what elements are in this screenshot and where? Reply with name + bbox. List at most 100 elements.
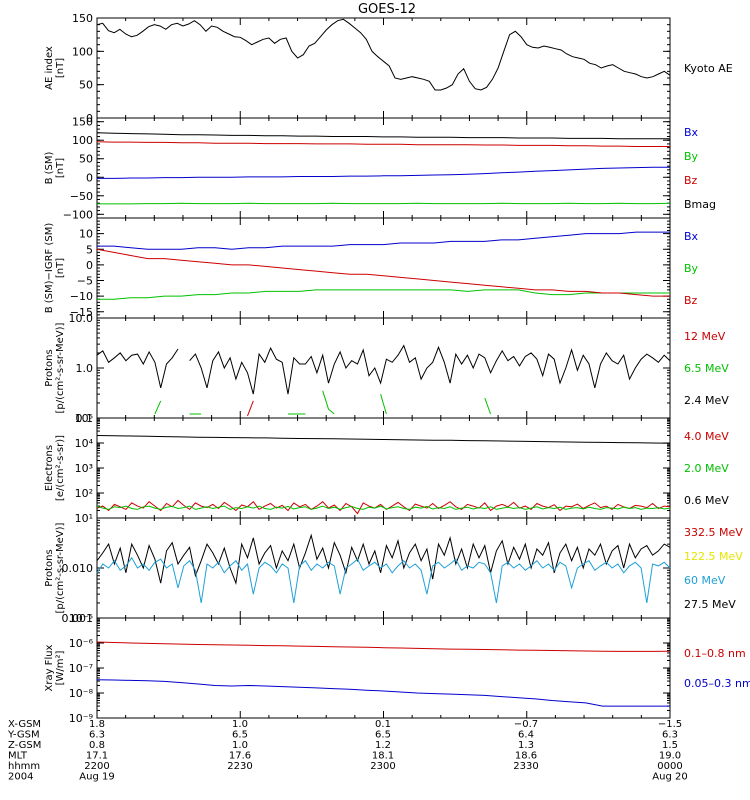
y-tick-label: −50 xyxy=(70,190,93,203)
y-tick-label: 0.010 xyxy=(62,562,94,575)
series-line-12-MeV xyxy=(247,400,254,417)
y-tick-label: 0 xyxy=(86,171,93,184)
series-line-0-6-MeV xyxy=(96,435,671,444)
y-tick-label: −15 xyxy=(70,306,93,319)
legend-entry: 2.4 MeV xyxy=(684,394,729,407)
y-tick-label: 10⁻⁹ xyxy=(69,712,93,725)
legend-entry: Bz xyxy=(684,174,698,187)
y-tick-label: 50 xyxy=(79,79,93,92)
legend-entry: 332.5 MeV xyxy=(684,526,743,539)
y-tick-label: 150 xyxy=(72,12,93,25)
panel-frame xyxy=(96,17,671,119)
y-axis-label: [p/(cm²-s-sr-MeV)] xyxy=(55,322,66,413)
series-line-6-5-MeV xyxy=(154,390,492,415)
legend-entry: Bx xyxy=(684,230,699,243)
series-line-Bz xyxy=(96,248,670,297)
series-line-Bmag xyxy=(96,132,670,140)
panel-frame xyxy=(96,417,671,519)
x-row-value: 6.3 xyxy=(89,730,105,741)
series-line-27-5-MeV xyxy=(96,533,671,586)
x-row-label: X-GSM xyxy=(8,719,41,730)
series-line-0-05-0-3-nm xyxy=(96,679,670,707)
x-axis-annotation: X-GSM 1.8 1.0 0.1 −0.7 −1.5 Y-GSM 6.3 6.5 6.5 6.4 6… xyxy=(7,719,688,783)
x-row-value: 1.0 xyxy=(232,719,248,730)
x-row-value: 2230 xyxy=(227,761,252,772)
y-tick-label: 10¹ xyxy=(75,512,93,525)
x-row-value: 0000 xyxy=(657,761,682,772)
series-line-By xyxy=(97,289,670,300)
legend-entry: 0.1–0.8 nm xyxy=(684,647,746,660)
panel-b_diff: −15 −10 −5 0 5 10 B (SM)−IGRF (SM) [nT] Bx By Bz xyxy=(44,217,699,319)
legend-entry: 0.6 MeV xyxy=(684,494,729,507)
x-row-value: 1.5 xyxy=(662,740,678,751)
series-line-Bz xyxy=(96,141,670,147)
x-row-value: 6.4 xyxy=(518,730,534,741)
x-row-label: 2004 xyxy=(8,772,33,783)
y-axis-label: [nT] xyxy=(55,258,66,278)
x-row-value: 1.8 xyxy=(89,719,105,730)
y-tick-label: 10³ xyxy=(75,462,93,475)
x-row-value: 19.0 xyxy=(659,751,681,762)
y-tick-label: 1.0 xyxy=(76,362,94,375)
series-line-2-0-MeV xyxy=(96,505,671,510)
series-line-4-0-MeV xyxy=(96,499,671,515)
legend-entry: Kyoto AE xyxy=(684,62,733,75)
x-row-value: 2330 xyxy=(513,761,538,772)
series-line-0-1-0-8-nm xyxy=(96,641,671,652)
y-tick-label: 10 xyxy=(79,228,93,241)
y-axis-label: B (SM) xyxy=(44,151,55,184)
y-tick-label: 150 xyxy=(72,116,93,129)
legend-entry: 0.05–0.3 nm xyxy=(684,677,750,690)
panel-protons_high: 0.001 0.010 Protons [p/(cm²-s-sr-MeV)] 332.5… xyxy=(44,517,743,625)
y-tick-label: 0.1 xyxy=(76,412,94,425)
series-line-Bx xyxy=(97,231,670,250)
panel-b_sm: −100 −50 0 50 100 150 B (SM) [nT] Bx By Bz Bmag xyxy=(44,116,716,222)
y-tick-label: 0 xyxy=(86,112,93,125)
x-row-value: 18.1 xyxy=(372,751,394,762)
series-line-Kyoto-AE xyxy=(96,18,671,91)
panel-ae: 0 50 100 150 AE index [nT] Kyoto AE xyxy=(44,12,733,125)
x-row-label: hhmm xyxy=(8,761,40,772)
y-tick-label: 50 xyxy=(79,153,93,166)
y-axis-label: [W/m²] xyxy=(55,650,66,685)
y-axis-label: [nT] xyxy=(55,58,66,78)
x-row-value: 2300 xyxy=(370,761,395,772)
y-axis-label: B (SM)−IGRF (SM) xyxy=(44,223,55,314)
y-tick-label: 10⁵ xyxy=(75,412,93,425)
series-line-By xyxy=(97,202,671,205)
legend-entry: 4.0 MeV xyxy=(684,430,729,443)
y-tick-label: 10⁻⁸ xyxy=(69,687,94,700)
x-row-value: −0.7 xyxy=(514,719,538,730)
x-row-label: Y-GSM xyxy=(7,730,40,741)
y-tick-label: 0.001 xyxy=(62,612,94,625)
panel-electrons: 10¹ 10² 10³ 10⁴ 10⁵ Electrons [e/(cm²-s-sr)] 4.… xyxy=(44,412,729,525)
y-tick-label: 10² xyxy=(75,487,93,500)
y-axis-label: Protons xyxy=(44,349,55,386)
panel-frame xyxy=(96,217,671,319)
y-axis-label: [p/(cm²-s-sr-MeV)] xyxy=(55,522,66,613)
y-axis-label: Protons xyxy=(44,549,55,586)
y-axis-label: [e/(cm²-s-sr)] xyxy=(55,435,66,501)
x-row-value: 1.2 xyxy=(375,740,391,751)
x-row-value: 18.6 xyxy=(515,751,537,762)
y-tick-label: 100 xyxy=(72,45,93,58)
x-row-value: 6.5 xyxy=(375,730,391,741)
panel-xray: 10⁻⁹ 10⁻⁸ 10⁻⁷ 10⁻⁶ 10⁻⁵ Xray Flux [W/m²] 0.1–0… xyxy=(44,612,750,725)
y-tick-label: −100 xyxy=(63,208,93,221)
legend-entry: 60 MeV xyxy=(684,574,726,587)
legend-entry: 2.0 MeV xyxy=(684,462,729,475)
x-row-label: MLT xyxy=(8,751,28,762)
y-tick-label: 10.0 xyxy=(69,312,94,325)
y-tick-label: 10⁻⁶ xyxy=(69,637,94,650)
legend-entry: 27.5 MeV xyxy=(684,598,736,611)
legend-entry: Bx xyxy=(684,126,699,139)
x-row-value: 0.8 xyxy=(89,740,105,751)
x-row-value: 1.0 xyxy=(232,740,248,751)
y-tick-label: 100 xyxy=(72,134,93,147)
y-tick-label: 10⁻⁵ xyxy=(69,612,93,625)
plot-title: GOES-12 xyxy=(358,2,416,17)
series-line-60-MeV xyxy=(96,556,671,603)
y-tick-label: 5 xyxy=(86,243,93,256)
